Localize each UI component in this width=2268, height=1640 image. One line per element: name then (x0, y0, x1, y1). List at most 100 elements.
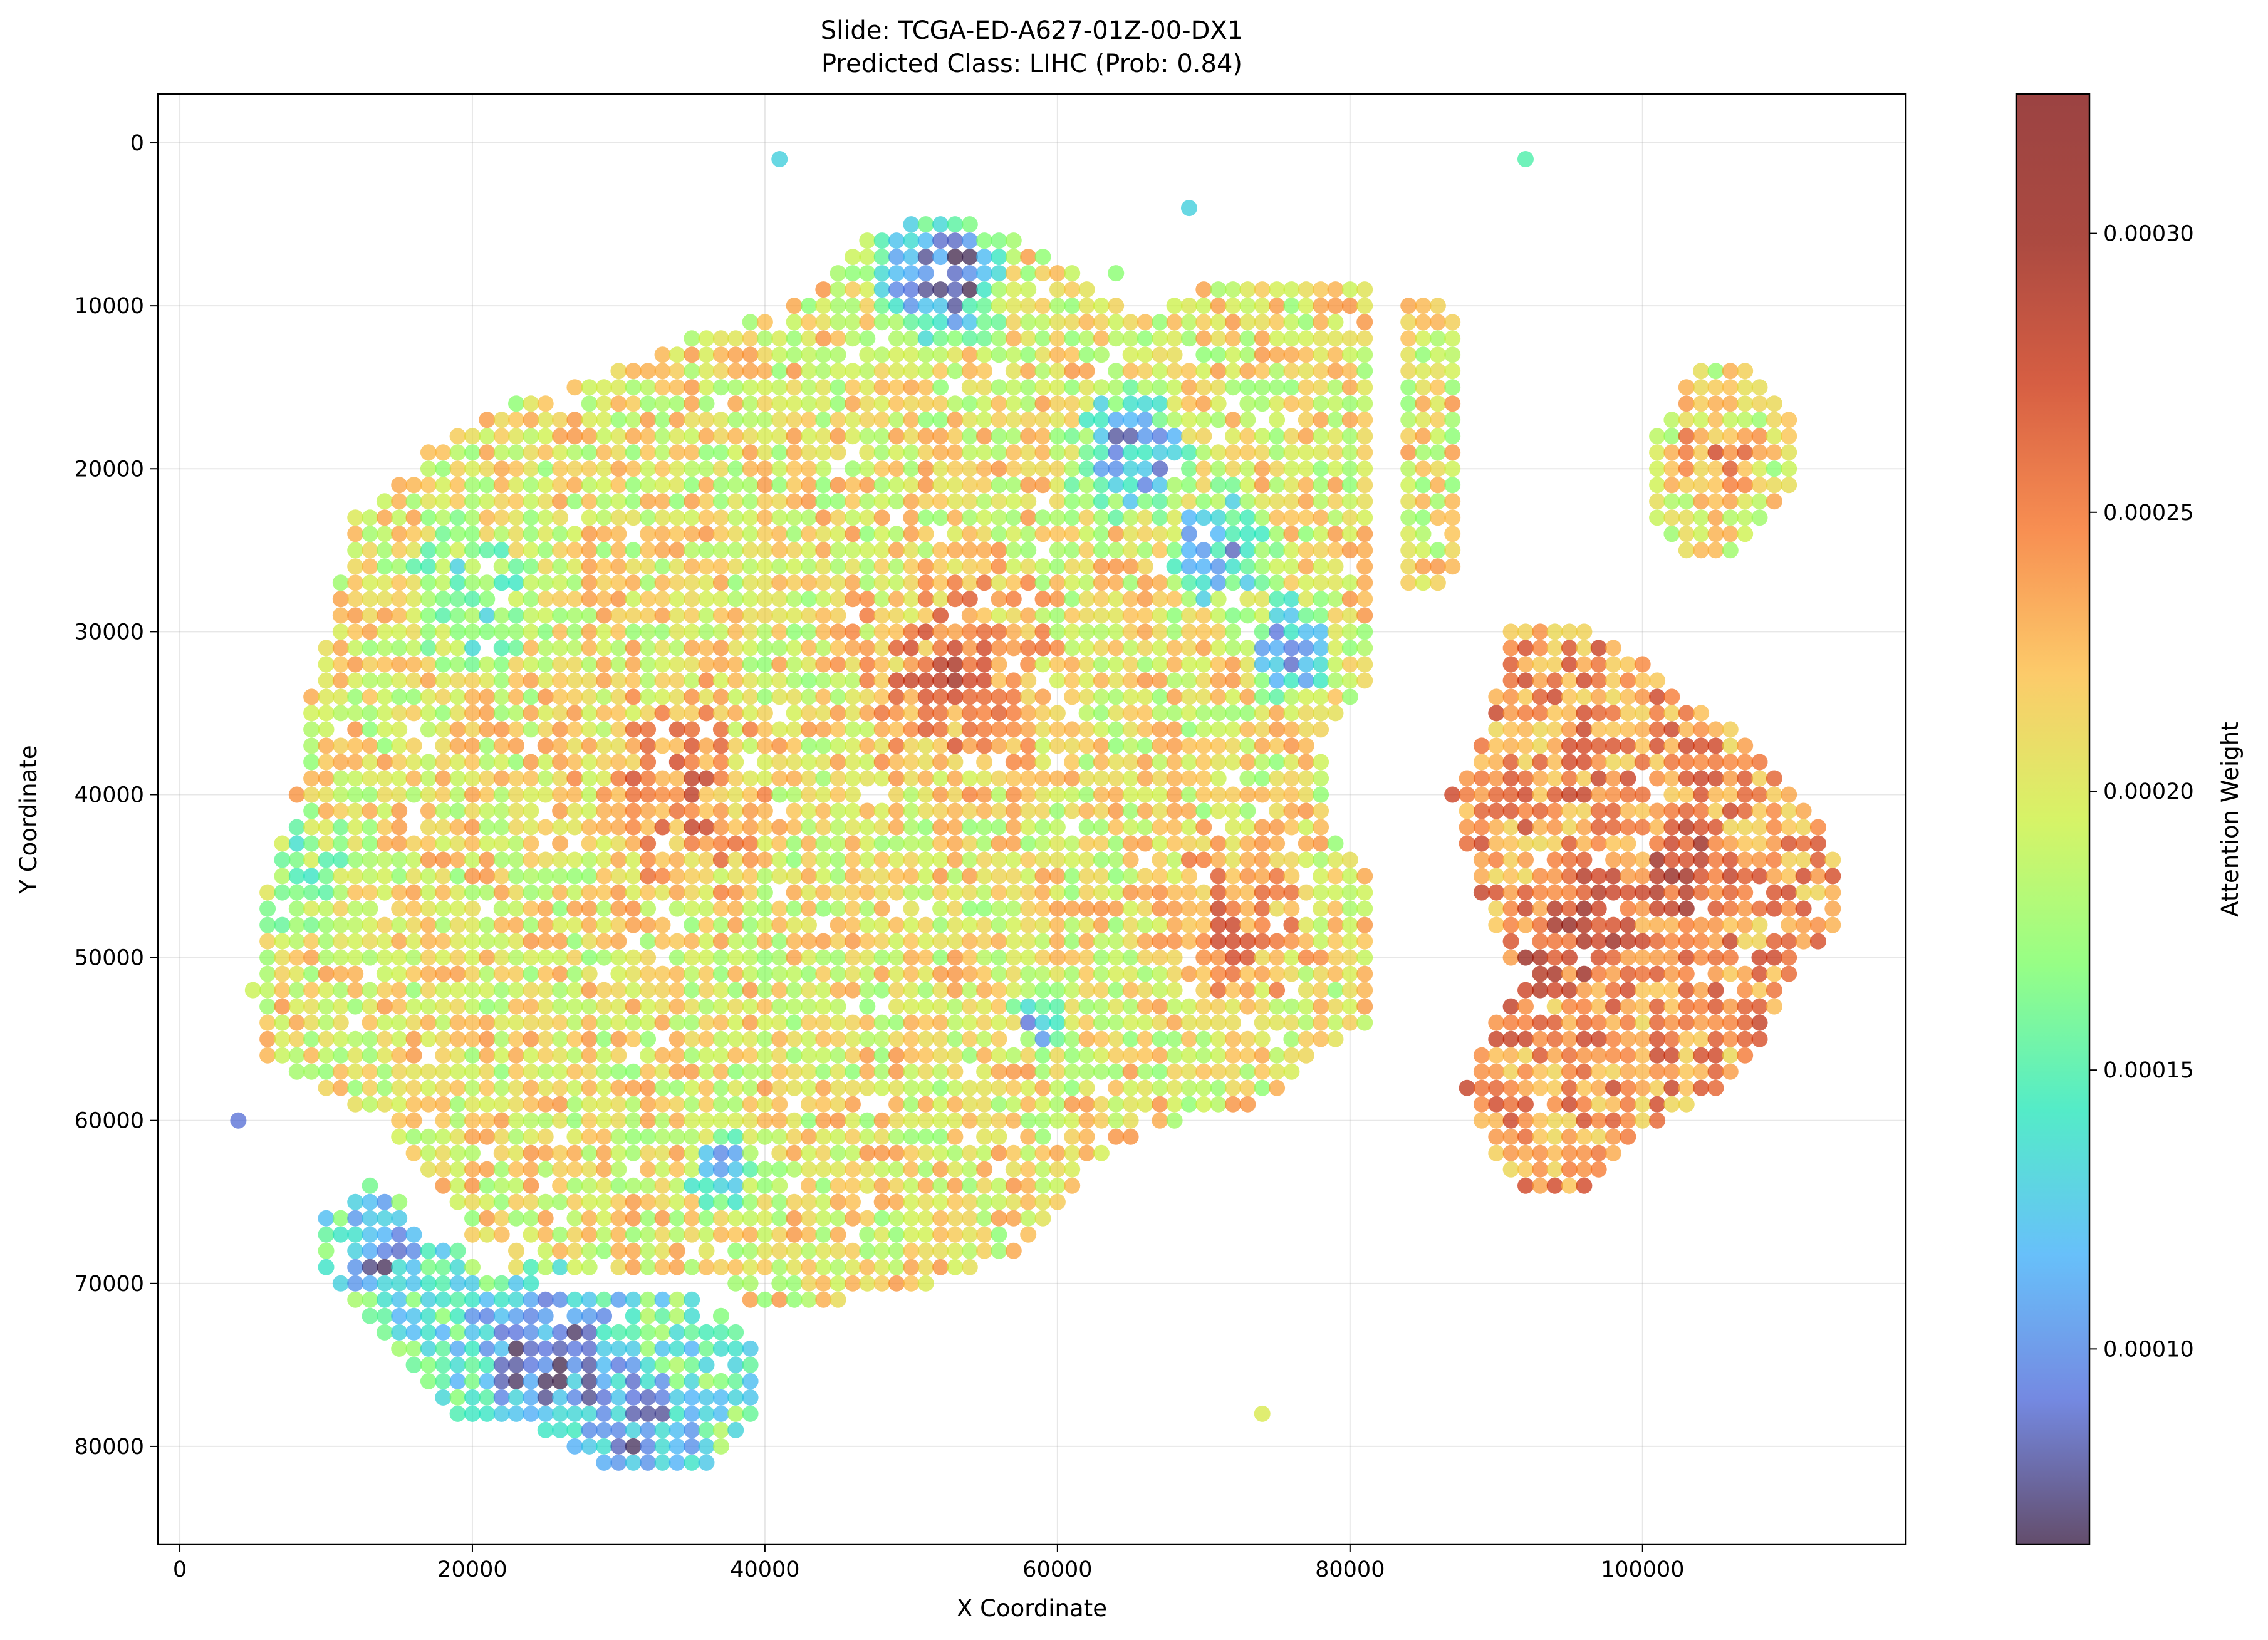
scatter-point (493, 868, 510, 885)
scatter-point (1122, 705, 1139, 722)
scatter-point (596, 851, 613, 868)
scatter-point (917, 965, 934, 982)
scatter-point (830, 412, 846, 428)
scatter-point (654, 363, 671, 380)
scatter-point (888, 640, 905, 657)
scatter-point (581, 1193, 598, 1210)
scatter-point (668, 1324, 685, 1341)
scatter-point (537, 1063, 554, 1080)
scatter-point (1078, 721, 1095, 738)
scatter-point (917, 249, 934, 266)
scatter-point (449, 998, 466, 1015)
scatter-point (581, 770, 598, 787)
scatter-point (449, 1112, 466, 1129)
scatter-point (523, 1275, 539, 1292)
scatter-point (917, 526, 934, 542)
scatter-point (1254, 965, 1271, 982)
scatter-point (654, 672, 671, 689)
scatter-point (712, 460, 729, 477)
scatter-point (405, 558, 422, 575)
scatter-point (1517, 982, 1534, 999)
scatter-point (1152, 477, 1168, 494)
scatter-point (1313, 379, 1329, 396)
scatter-point (1005, 1096, 1022, 1113)
scatter-point (1137, 754, 1153, 771)
scatter-point (1064, 640, 1081, 657)
scatter-point (932, 623, 949, 640)
scatter-point (318, 965, 335, 982)
scatter-point (420, 1307, 437, 1324)
scatter-point (742, 933, 759, 950)
scatter-point (1605, 851, 1622, 868)
scatter-point (698, 868, 715, 885)
scatter-point (625, 835, 642, 852)
scatter-point (1210, 346, 1227, 363)
scatter-point (830, 754, 846, 771)
scatter-point (1532, 1177, 1549, 1194)
scatter-point (1649, 933, 1666, 950)
scatter-point (976, 949, 993, 966)
scatter-point (508, 1324, 524, 1341)
scatter-point (991, 900, 1007, 917)
scatter-point (1663, 705, 1680, 722)
scatter-point (976, 509, 993, 526)
scatter-point (1488, 1096, 1505, 1113)
scatter-point (625, 949, 642, 966)
scatter-point (552, 705, 569, 722)
scatter-point (888, 1079, 905, 1096)
scatter-point (479, 656, 496, 673)
scatter-point (1473, 737, 1490, 754)
scatter-point (1722, 542, 1739, 559)
scatter-point (464, 900, 481, 917)
scatter-point (888, 623, 905, 640)
scatter-point (1649, 1096, 1666, 1113)
scatter-point (1561, 1161, 1578, 1178)
scatter-point (347, 933, 364, 950)
scatter-point (1166, 591, 1183, 608)
scatter-point (1313, 623, 1329, 640)
scatter-point (1137, 526, 1153, 542)
scatter-point (1415, 460, 1432, 477)
scatter-point (961, 509, 978, 526)
scatter-point (1005, 265, 1022, 282)
scatter-point (552, 916, 569, 933)
scatter-point (801, 770, 817, 787)
scatter-point (1064, 786, 1081, 803)
scatter-point (1181, 868, 1197, 885)
scatter-point (1020, 379, 1037, 396)
scatter-point (815, 1079, 832, 1096)
scatter-point (1064, 623, 1081, 640)
scatter-point (1751, 1030, 1768, 1047)
scatter-point (1766, 819, 1782, 836)
scatter-point (435, 477, 452, 494)
scatter-point (815, 1112, 832, 1129)
scatter-point (435, 1161, 452, 1178)
scatter-point (449, 786, 466, 803)
scatter-point (493, 688, 510, 705)
scatter-point (332, 1226, 349, 1243)
scatter-point (786, 1063, 803, 1080)
scatter-point (815, 933, 832, 950)
scatter-point (303, 754, 320, 771)
scatter-point (1327, 607, 1344, 624)
scatter-point (508, 672, 524, 689)
scatter-point (1122, 868, 1139, 885)
y-tick-label: 70000 (75, 1272, 144, 1297)
scatter-point (756, 574, 773, 591)
scatter-point (1166, 656, 1183, 673)
scatter-point (1341, 346, 1358, 363)
scatter-point (508, 1340, 524, 1357)
scatter-point (859, 558, 876, 575)
scatter-point (391, 672, 408, 689)
scatter-point (698, 444, 715, 461)
scatter-point (1678, 1096, 1695, 1113)
scatter-point (1064, 802, 1081, 819)
scatter-point (654, 591, 671, 608)
scatter-point (1444, 363, 1461, 380)
scatter-point (845, 933, 861, 950)
scatter-point (1473, 819, 1490, 836)
scatter-point (1341, 379, 1358, 396)
scatter-point (1751, 835, 1768, 852)
scatter-point (1620, 737, 1636, 754)
scatter-point (376, 591, 393, 608)
